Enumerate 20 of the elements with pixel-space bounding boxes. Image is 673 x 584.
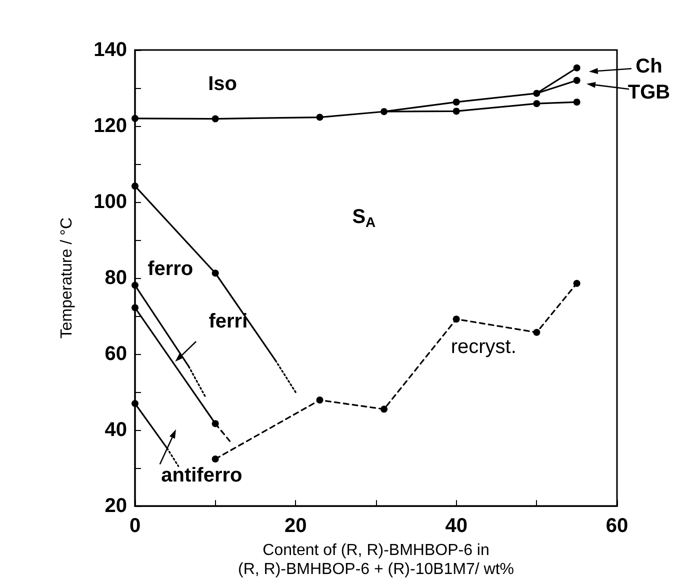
text: TGB [628,82,670,104]
annotation: ferri [208,310,248,332]
y-tick-label: 120 [94,115,127,138]
text: Ch [636,56,662,78]
y-tick-label: 80 [104,267,127,290]
annotation: antiferro [161,464,242,487]
x-axis-title: Content of (R, R)-BMHBOP-6 in (R, R)-BMHBOP-6 + (R)-10B1M7/ wt% [238,542,514,578]
y-axis-title: Temperature / °C [58,217,76,339]
x-tick-label: 40 [445,515,468,538]
y-tick-label: 40 [104,419,127,442]
annotation: Iso [208,73,238,96]
x-tick-label: 0 [129,515,141,538]
y-tick-label: 20 [104,495,127,518]
annotation: recryst. [450,336,516,358]
y-tick-label: 60 [104,343,127,366]
x-tick-label: 20 [284,515,307,538]
y-tick-label: 140 [94,39,127,61]
x-tick-label: 60 [606,515,628,538]
annotation: ferro [148,258,194,280]
y-tick-label: 100 [94,191,127,214]
